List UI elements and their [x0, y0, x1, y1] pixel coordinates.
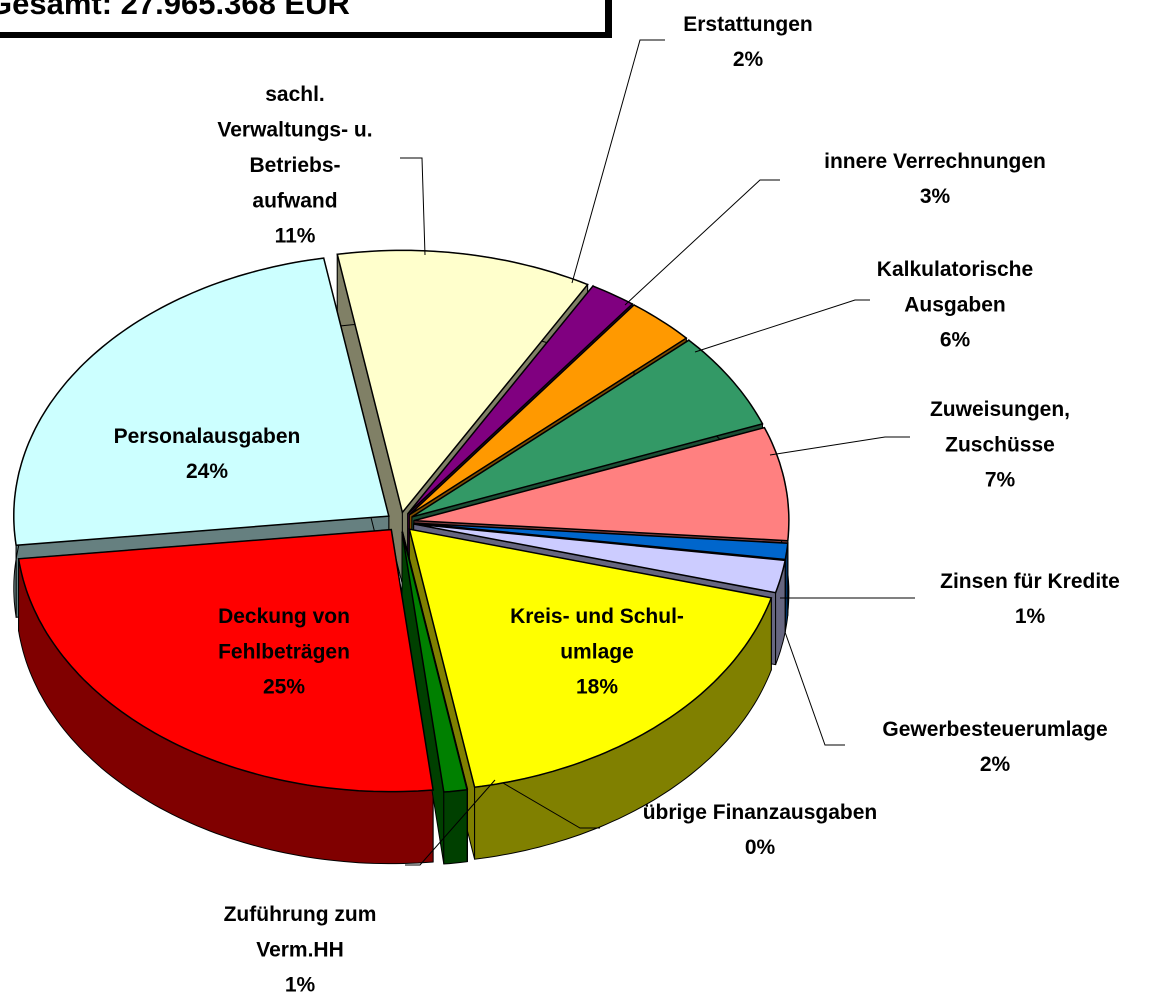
slice-label: Kalkulatorische Ausgaben — [877, 258, 1033, 317]
slice-value-label: 18% — [576, 676, 618, 699]
slice — [408, 304, 688, 516]
slice-value-label: 2% — [733, 48, 764, 71]
slice-label: Zuweisungen, Zuschüsse — [930, 398, 1070, 457]
title-box — [0, 0, 607, 34]
slice-label: sachl. Verwaltungs- u. Betriebs-aufwand — [217, 83, 372, 213]
slice-label: Gewerbesteuerumlage — [882, 718, 1107, 741]
leader-line — [571, 39, 665, 284]
slice-label: Kreis- und Schul-umlage — [510, 605, 684, 664]
slice — [401, 531, 469, 793]
leader-line — [502, 782, 600, 829]
slice-label: übrige Finanzausgaben — [643, 801, 878, 824]
slice — [408, 528, 773, 789]
leader-line — [624, 179, 780, 306]
slice-rim — [443, 789, 468, 865]
leader-line — [769, 436, 910, 456]
slice-value-label: 1% — [285, 974, 316, 995]
slice — [336, 249, 589, 515]
leader-line — [405, 779, 496, 866]
slice-label: Zinsen für Kredite — [940, 570, 1120, 593]
slice — [13, 257, 390, 547]
slice — [413, 523, 787, 594]
slice-label: innere Verrechnungen — [824, 150, 1046, 173]
slice-value-label: 24% — [186, 460, 228, 483]
slice-value-label: 25% — [263, 676, 305, 699]
slice — [407, 285, 634, 515]
slice-value-label: 2% — [980, 753, 1011, 776]
slice-value-label: 3% — [920, 185, 951, 208]
slice — [413, 522, 789, 561]
slice-value-label: 7% — [985, 469, 1016, 492]
slice-label: Erstattungen — [683, 13, 813, 36]
slice-value-label: 6% — [940, 329, 971, 352]
slice-value-label: 1% — [1015, 605, 1046, 628]
slice-value-label: 0% — [745, 836, 776, 859]
slice-label: Deckung von Fehlbeträgen — [218, 605, 350, 664]
slice — [413, 426, 790, 542]
slice-label: Personalausgaben — [114, 425, 301, 448]
slice — [17, 528, 434, 793]
slice-value-label: 11% — [275, 225, 316, 248]
chart-title: Gesamt: 27.965.368 EUR — [0, 0, 350, 21]
leader-line — [694, 299, 870, 353]
slice-label: Zuführung zum Verm.HH — [224, 903, 377, 962]
leader-line — [784, 631, 845, 746]
leader-line — [400, 157, 426, 256]
